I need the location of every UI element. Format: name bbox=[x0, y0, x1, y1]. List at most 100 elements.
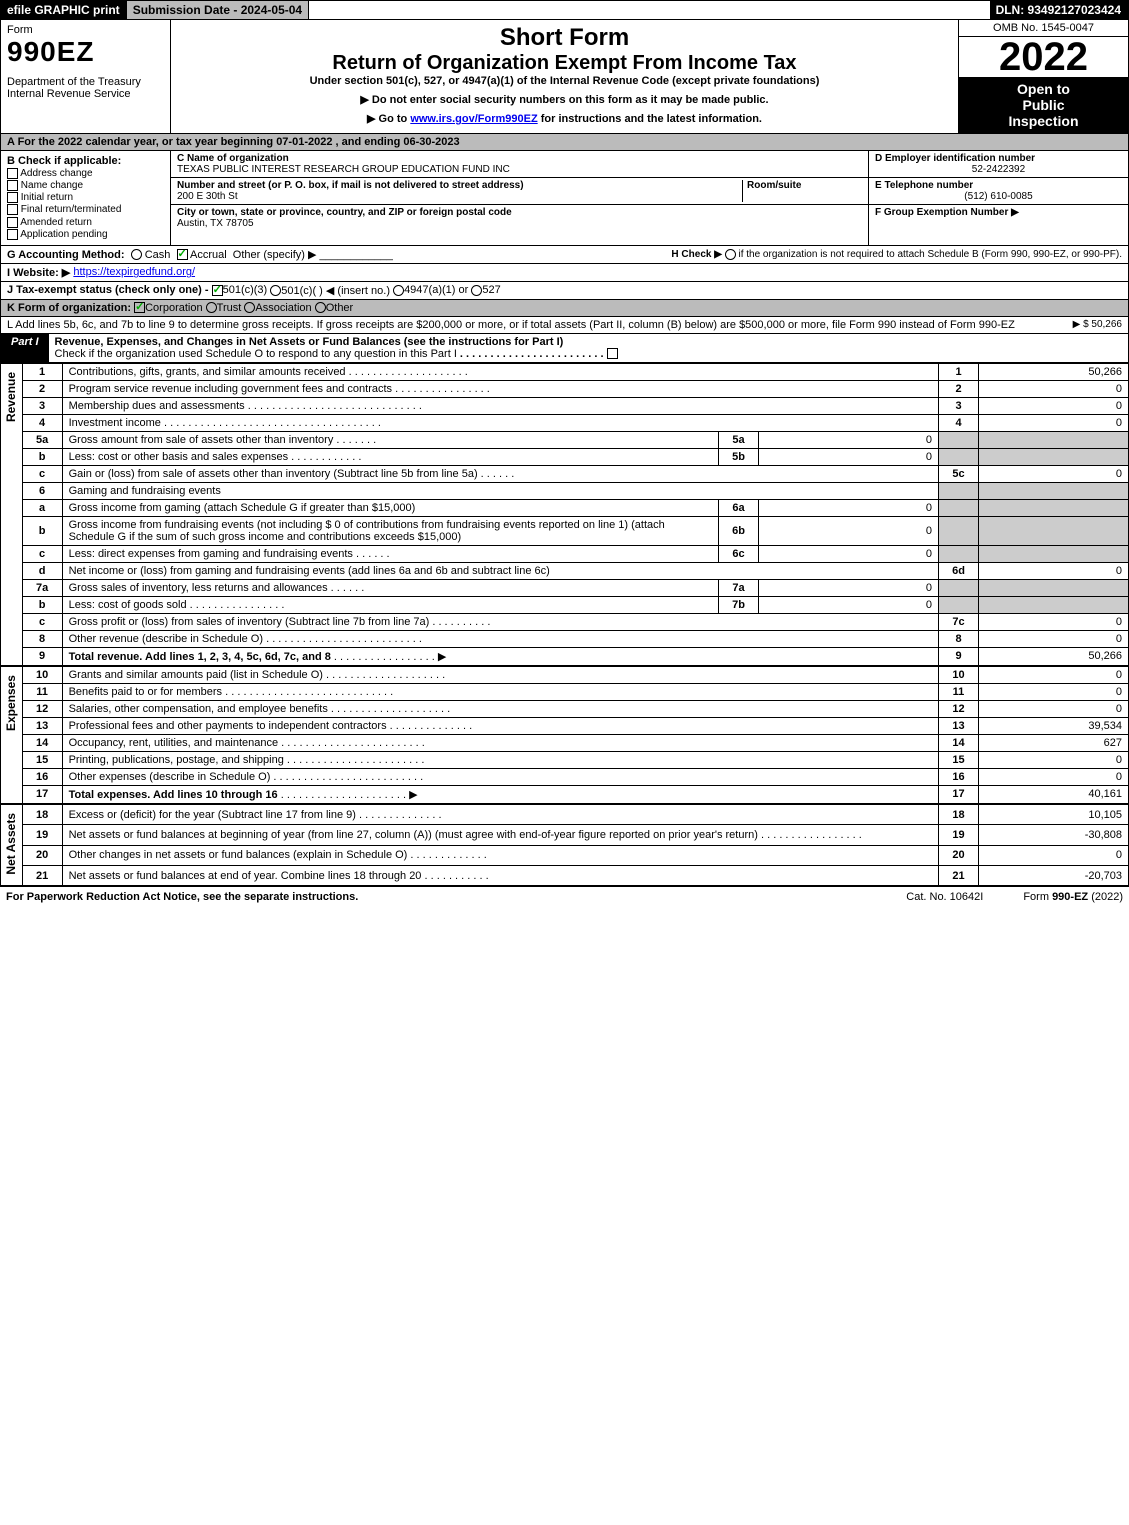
c-name-sect: C Name of organization TEXAS PUBLIC INTE… bbox=[171, 151, 868, 178]
d-ein-label: D Employer identification number bbox=[875, 153, 1122, 164]
chk-4947[interactable] bbox=[393, 285, 404, 296]
header-left: Form 990EZ Department of the Treasury In… bbox=[1, 20, 171, 133]
org-phone: (512) 610-0085 bbox=[875, 191, 1122, 202]
j-o4: 527 bbox=[482, 284, 500, 296]
c-name-label: C Name of organization bbox=[177, 153, 862, 164]
h-schedule-b: H Check ▶ if the organization is not req… bbox=[671, 249, 1122, 260]
chk-trust[interactable] bbox=[206, 302, 217, 313]
inspect-line2: Public bbox=[963, 97, 1124, 113]
chk-527[interactable] bbox=[471, 285, 482, 296]
radio-accrual[interactable] bbox=[177, 249, 188, 260]
part1-title-text: Revenue, Expenses, and Changes in Net As… bbox=[55, 336, 564, 348]
inspect-line3: Inspection bbox=[963, 113, 1124, 129]
line-15: 15Printing, publications, postage, and s… bbox=[22, 751, 1128, 768]
b-opt-3: Final return/terminated bbox=[21, 205, 122, 216]
row-i-website: I Website: ▶ https://texpirgedfund.org/ bbox=[0, 264, 1129, 282]
c-city-label: City or town, state or province, country… bbox=[177, 207, 862, 218]
footer-left: For Paperwork Reduction Act Notice, see … bbox=[6, 891, 358, 903]
b-opt-5: Application pending bbox=[20, 229, 107, 240]
row-gh: G Accounting Method: Cash Accrual Other … bbox=[0, 246, 1129, 264]
line-16: 16Other expenses (describe in Schedule O… bbox=[22, 768, 1128, 785]
chk-association[interactable] bbox=[244, 302, 255, 313]
line-7a: 7aGross sales of inventory, less returns… bbox=[22, 579, 1128, 596]
header-center: Short Form Return of Organization Exempt… bbox=[171, 20, 958, 133]
footer-r-post: (2022) bbox=[1088, 891, 1123, 903]
b-opt-0: Address change bbox=[20, 168, 92, 179]
netassets-side-label: Net Assets bbox=[0, 804, 22, 887]
chk-other[interactable] bbox=[315, 302, 326, 313]
org-street: 200 E 30th St bbox=[177, 191, 742, 202]
chk-corporation[interactable] bbox=[134, 302, 145, 313]
line-10: 10Grants and similar amounts paid (list … bbox=[22, 666, 1128, 683]
line-7b: bLess: cost of goods sold . . . . . . . … bbox=[22, 596, 1128, 613]
submission-date: Submission Date - 2024-05-04 bbox=[127, 1, 309, 19]
chk-address-change[interactable]: Address change bbox=[7, 168, 164, 179]
h-text2: if the organization is not required to a… bbox=[738, 249, 1122, 260]
line-5b: bLess: cost or other basis and sales exp… bbox=[22, 448, 1128, 465]
form-number: 990EZ bbox=[7, 36, 164, 68]
inspect-line1: Open to bbox=[963, 81, 1124, 97]
h-text1: H Check ▶ bbox=[671, 249, 721, 260]
efile-print[interactable]: efile GRAPHIC print bbox=[1, 1, 127, 19]
chk-schedule-o[interactable] bbox=[607, 348, 618, 359]
part1-header: Part I Revenue, Expenses, and Changes in… bbox=[0, 334, 1129, 363]
line-19: 19Net assets or fund balances at beginni… bbox=[22, 825, 1128, 845]
tax-year: 2022 bbox=[959, 37, 1128, 77]
chk-amended-return[interactable]: Amended return bbox=[7, 217, 164, 228]
c-street-label: Number and street (or P. O. box, if mail… bbox=[177, 180, 742, 191]
line-7c: cGross profit or (loss) from sales of in… bbox=[22, 613, 1128, 630]
chk-501c[interactable] bbox=[270, 285, 281, 296]
row-l-grossreceipts: L Add lines 5b, 6c, and 7b to line 9 to … bbox=[0, 317, 1129, 334]
g-accounting: G Accounting Method: Cash Accrual Other … bbox=[7, 248, 393, 261]
chk-name-change[interactable]: Name change bbox=[7, 180, 164, 191]
org-ein: 52-2422392 bbox=[875, 164, 1122, 175]
radio-cash[interactable] bbox=[131, 249, 142, 260]
d-group-label: F Group Exemption Number ▶ bbox=[875, 207, 1122, 218]
line-12: 12Salaries, other compensation, and empl… bbox=[22, 700, 1128, 717]
irs-link[interactable]: www.irs.gov/Form990EZ bbox=[410, 113, 537, 125]
l-text: L Add lines 5b, 6c, and 7b to line 9 to … bbox=[7, 319, 1015, 331]
website-link[interactable]: https://texpirgedfund.org/ bbox=[73, 266, 195, 278]
row-a-period: A For the 2022 calendar year, or tax yea… bbox=[0, 134, 1129, 151]
line-6a: aGross income from gaming (attach Schedu… bbox=[22, 499, 1128, 516]
revenue-side-label: Revenue bbox=[0, 363, 22, 666]
d-group-sect: F Group Exemption Number ▶ bbox=[869, 205, 1128, 220]
line-13: 13Professional fees and other payments t… bbox=[22, 717, 1128, 734]
chk-501c3[interactable] bbox=[212, 285, 223, 296]
j-label: J Tax-exempt status (check only one) - bbox=[7, 284, 209, 296]
d-ein-sect: D Employer identification number 52-2422… bbox=[869, 151, 1128, 178]
title-return: Return of Organization Exempt From Incom… bbox=[177, 52, 952, 75]
chk-initial-return[interactable]: Initial return bbox=[7, 192, 164, 203]
radio-h[interactable] bbox=[725, 249, 736, 260]
g-cash: Cash bbox=[145, 249, 171, 261]
d-phone-label: E Telephone number bbox=[875, 180, 1122, 191]
part1-label: Part I bbox=[1, 334, 49, 362]
line-18: 18Excess or (deficit) for the year (Subt… bbox=[22, 804, 1128, 824]
chk-final-return[interactable]: Final return/terminated bbox=[7, 204, 164, 215]
g-other: Other (specify) ▶ bbox=[233, 249, 317, 261]
netassets-section: Net Assets 18Excess or (deficit) for the… bbox=[0, 804, 1129, 887]
j-o2: 501(c)( ) ◀ (insert no.) bbox=[281, 284, 390, 297]
line-3: 3Membership dues and assessments . . . .… bbox=[22, 397, 1128, 414]
part1-title: Revenue, Expenses, and Changes in Net As… bbox=[49, 334, 1128, 362]
d-phone-sect: E Telephone number (512) 610-0085 bbox=[869, 178, 1128, 205]
header-right: OMB No. 1545-0047 2022 Open to Public In… bbox=[958, 20, 1128, 133]
top-bar: efile GRAPHIC print Submission Date - 20… bbox=[0, 0, 1129, 20]
row-k-orgform: K Form of organization: Corporation Trus… bbox=[0, 300, 1129, 317]
note-ssn: ▶ Do not enter social security numbers o… bbox=[177, 93, 952, 106]
line-6d: dNet income or (loss) from gaming and fu… bbox=[22, 562, 1128, 579]
col-d: D Employer identification number 52-2422… bbox=[868, 151, 1128, 245]
form-word: Form bbox=[7, 24, 164, 36]
netassets-table: 18Excess or (deficit) for the year (Subt… bbox=[22, 804, 1129, 887]
j-o1: 501(c)(3) bbox=[223, 284, 268, 296]
footer-r-bold: 990-EZ bbox=[1052, 891, 1088, 903]
grid-bcd: B Check if applicable: Address change Na… bbox=[0, 151, 1129, 246]
line-6b: bGross income from fundraising events (n… bbox=[22, 516, 1128, 545]
k-o3: Association bbox=[255, 302, 311, 314]
expenses-table: 10Grants and similar amounts paid (list … bbox=[22, 666, 1129, 804]
revenue-section: Revenue 1Contributions, gifts, grants, a… bbox=[0, 363, 1129, 666]
line-20: 20Other changes in net assets or fund ba… bbox=[22, 845, 1128, 865]
footer-right: Form 990-EZ (2022) bbox=[1023, 891, 1123, 903]
b-opt-1: Name change bbox=[21, 180, 83, 191]
chk-application-pending[interactable]: Application pending bbox=[7, 229, 164, 240]
